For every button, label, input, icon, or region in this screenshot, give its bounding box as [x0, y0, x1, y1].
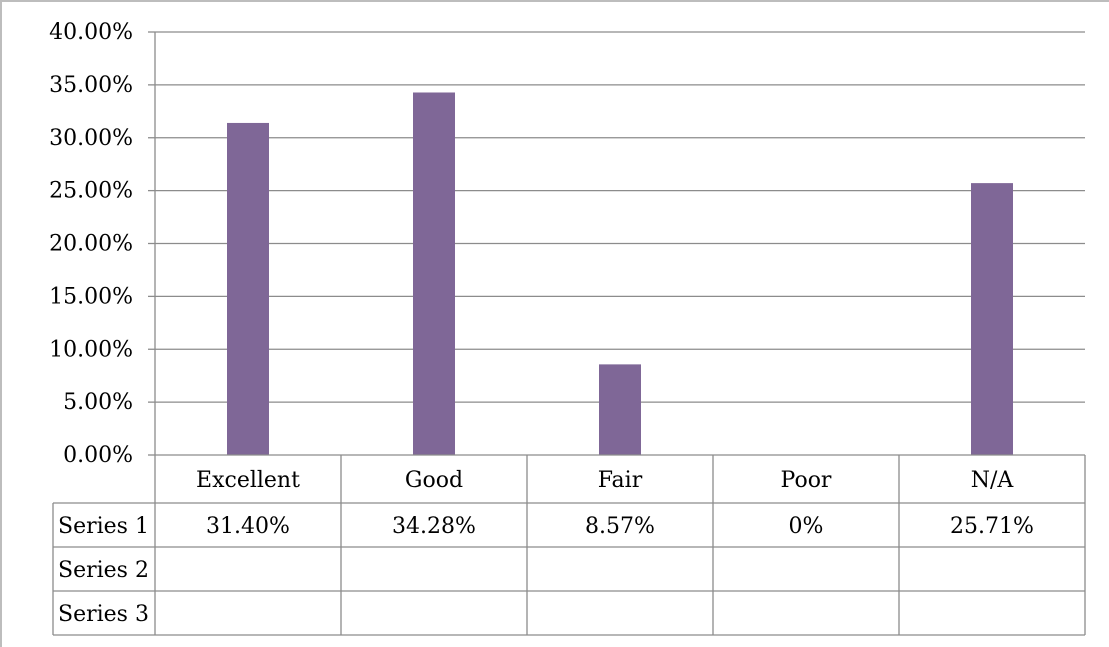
data-value-label: 8.57%: [585, 514, 655, 539]
series-name-label: Series 1: [58, 514, 149, 539]
y-tick-label: 35.00%: [49, 73, 133, 98]
y-tick-label: 0.00%: [63, 443, 133, 468]
data-table: Excellent Good Fair Poor N/A Series 1 31.40% 34…: [52, 454, 1086, 636]
y-tick-label: 40.00%: [49, 20, 133, 45]
bar: [227, 122, 269, 455]
y-tick-label: 20.00%: [49, 232, 133, 257]
bar: [413, 92, 455, 455]
y-tick-label: 25.00%: [49, 179, 133, 204]
data-value-label: 31.40%: [206, 514, 290, 539]
bar: [971, 183, 1013, 455]
category-label: Poor: [781, 468, 832, 493]
series-name-label: Series 3: [58, 602, 149, 627]
category-label: N/A: [971, 468, 1015, 493]
bar: [599, 364, 641, 455]
y-tick-label: 30.00%: [49, 126, 133, 151]
category-label: Fair: [598, 468, 643, 493]
y-axis-ticks: 0.00% 5.00% 10.00% 15.00% 20.00% 25.00% 30.00%…: [49, 20, 155, 468]
series-name-label: Series 2: [58, 558, 149, 583]
category-label: Good: [405, 468, 463, 493]
category-label: Excellent: [196, 468, 300, 493]
bars: [227, 92, 1013, 455]
data-value-label: 0%: [789, 514, 824, 539]
y-tick-label: 10.00%: [49, 337, 133, 362]
y-tick-label: 5.00%: [63, 390, 133, 415]
y-tick-label: 15.00%: [49, 284, 133, 309]
data-value-label: 34.28%: [392, 514, 476, 539]
data-value-label: 25.71%: [950, 514, 1034, 539]
